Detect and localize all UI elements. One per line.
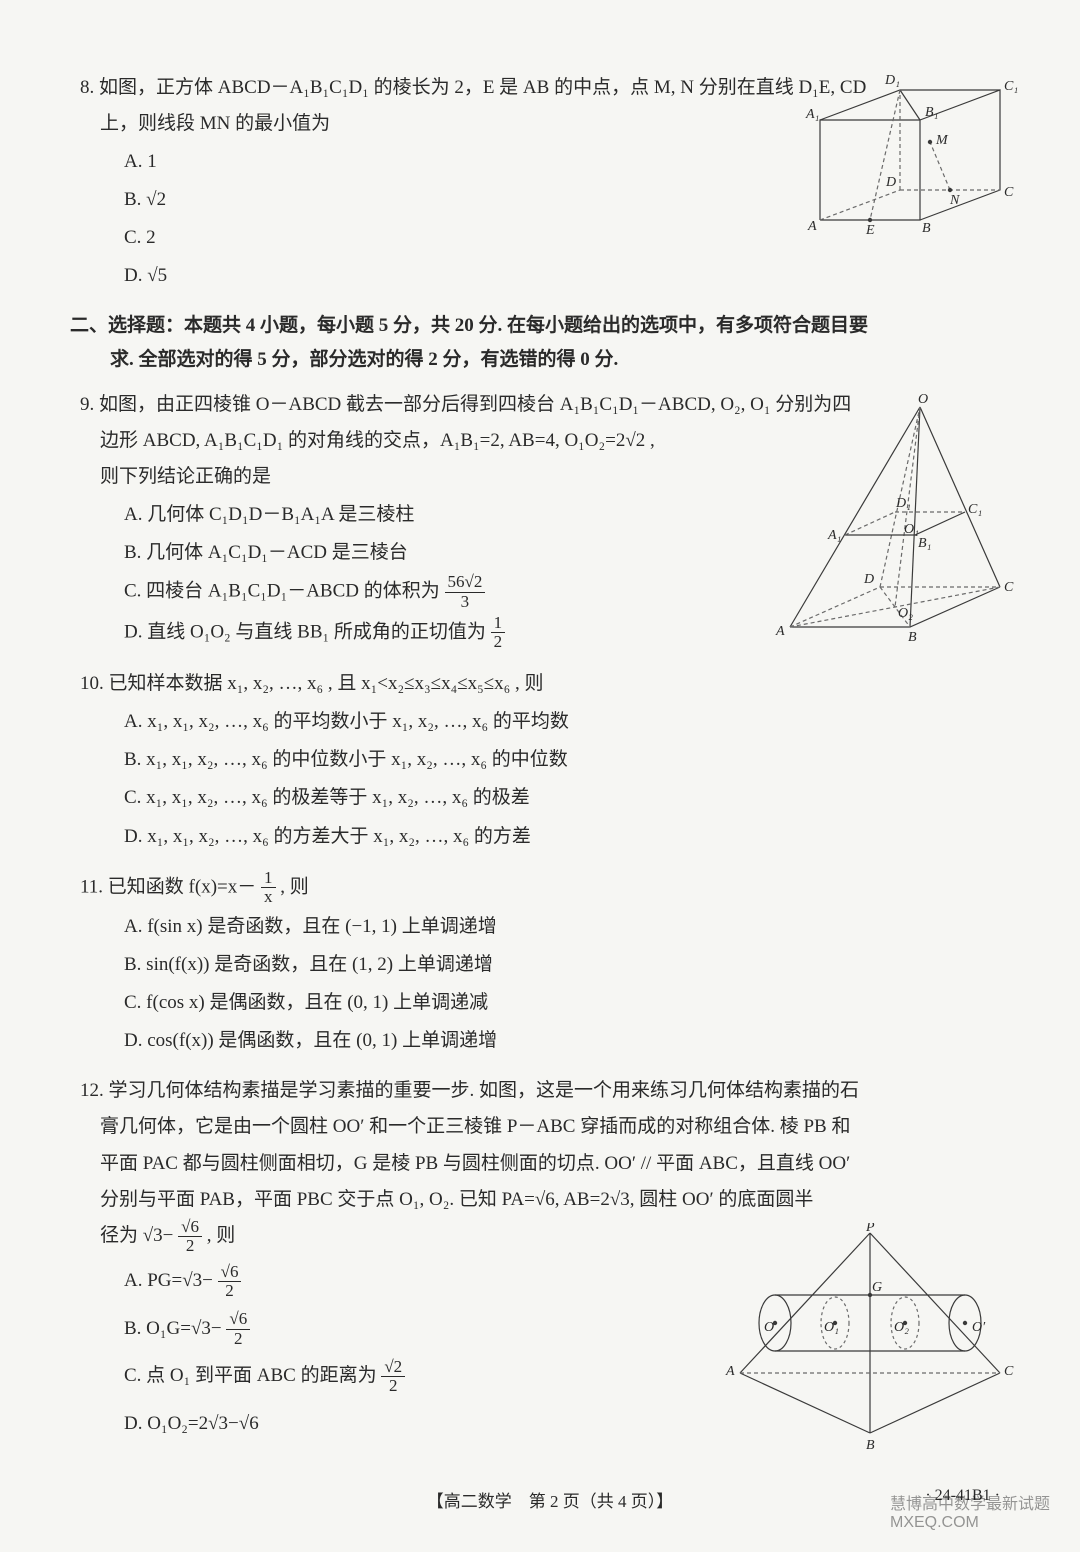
q12-B-num: √6: [226, 1310, 250, 1330]
lbl-B: B: [908, 630, 917, 645]
lbl-O: O: [918, 392, 928, 407]
lbl-O2a: O₂: [894, 1320, 909, 1335]
q12-stem-a: 学习几何体结构素描是学习素描的重要一步. 如图，这是一个用来练习几何体结构素描的…: [109, 1080, 860, 1101]
q12-stem-d: 分别与平面 PAB，平面 PBC 交于点 O₁, O₂. 已知 PA=√6, A…: [80, 1189, 813, 1210]
q11-opt-D: D. cos(f(x)) 是偶函数，且在 (0, 1) 上单调递增: [124, 1023, 1020, 1059]
lbl-Op: O′: [972, 1320, 986, 1335]
question-10: 10. 已知样本数据 x₁, x₂, …, x₆ , 且 x₁<x₂≤x₃≤x₄…: [80, 666, 1020, 854]
q12-stem-e-pre: 径为 √3−: [100, 1225, 173, 1246]
q8-stem-b: 上，则线段 MN 的最小值为: [80, 113, 330, 134]
q9-figure: O A B C D A₁ B₁ C₁ D₁ O₁ O₂: [770, 387, 1020, 647]
q11-opt-A: A. f(sin x) 是奇函数，且在 (−1, 1) 上单调递增: [124, 909, 1020, 945]
q11-number: 11.: [80, 876, 103, 897]
q12-stem-b: 膏几何体，它是由一个圆柱 OO′ 和一个正三棱锥 P－ABC 穿插而成的对称组合…: [80, 1116, 850, 1137]
lbl-M: M: [935, 133, 949, 148]
q12-A-num: √6: [218, 1263, 242, 1283]
lbl-A: A: [807, 219, 817, 234]
lbl-B1: B₁: [925, 105, 938, 120]
q9-stem-c: 则下列结论正确的是: [80, 466, 271, 487]
lbl-O2: O₂: [898, 606, 913, 621]
lbl-D1: D₁: [895, 496, 911, 511]
q8-number: 8.: [80, 77, 94, 98]
lbl-N: N: [949, 193, 960, 208]
q9-D-num: 1: [491, 614, 506, 634]
q12-e-den: 2: [178, 1237, 202, 1256]
lbl-C: C: [1004, 185, 1014, 200]
page-footer: 【高二数学 第 2 页（共 4 页）】 · 24-41B1 ·: [80, 1487, 1020, 1512]
q10-stem: 已知样本数据 x₁, x₂, …, x₆ , 且 x₁<x₂≤x₃≤x₄≤x₅≤…: [109, 673, 544, 694]
q9-C-pre: C. 四棱台 A₁B₁C₁D₁－ABCD 的体积为: [124, 581, 440, 602]
q12-B-pre: B. O₁G=√3−: [124, 1318, 222, 1339]
q10-opt-B: B. x₁, x₁, x₂, …, x₆ 的中位数小于 x₁, x₂, …, x…: [124, 742, 1020, 778]
q12-C-pre: C. 点 O₁ 到平面 ABC 的距离为: [124, 1365, 377, 1386]
section-2-head: 二、选择题：本题共 4 小题，每小题 5 分，共 20 分. 在每小题给出的选项…: [70, 309, 1020, 377]
q11-opt-B: B. sin(f(x)) 是奇函数，且在 (1, 2) 上单调递增: [124, 947, 1020, 983]
lbl-D: D: [863, 572, 874, 587]
lbl-C: C: [1004, 580, 1014, 595]
question-12: P A B C G O O₁ O₂ O′ 12. 学习几何体结构素描是学习素描的…: [80, 1073, 1020, 1446]
watermark-l2: MXEQ.COM: [890, 1514, 979, 1531]
lbl-Bt: B: [866, 1438, 875, 1453]
q12-A-pre: A. PG=√3−: [124, 1270, 213, 1291]
watermark: 慧博高中数学最新试题 MXEQ.COM: [890, 1490, 1050, 1532]
q10-opt-A: A. x₁, x₁, x₂, …, x₆ 的平均数小于 x₁, x₂, …, x…: [124, 704, 1020, 740]
q12-number: 12.: [80, 1080, 104, 1101]
q12-stem-c: 平面 PAC 都与圆柱侧面相切，G 是棱 PB 与圆柱侧面的切点. OO′ //…: [80, 1153, 850, 1174]
q10-opt-D: D. x₁, x₁, x₂, …, x₆ 的方差大于 x₁, x₂, …, x₆…: [124, 819, 1020, 855]
lbl-P: P: [865, 1223, 875, 1235]
q8-figure: A B C D A₁ B₁ C₁ D₁ E M N: [800, 60, 1020, 235]
lbl-B: B: [922, 221, 931, 235]
q9-C-den: 3: [445, 593, 486, 612]
q11-stem-num: 1: [261, 869, 276, 889]
q9-stem-a: 如图，由正四棱锥 O－ABCD 截去一部分后得到四棱台 A₁B₁C₁D₁－ABC…: [99, 394, 851, 415]
lbl-D: D: [885, 175, 896, 190]
lbl-Oa: O: [764, 1320, 774, 1335]
q9-stem-b: 边形 ABCD, A₁B₁C₁D₁ 的对角线的交点，A₁B₁=2, AB=4, …: [80, 430, 655, 451]
q9-D-den: 2: [491, 633, 506, 652]
question-8: A B C D A₁ B₁ C₁ D₁ E M N 8. 如图，正方体 ABCD…: [80, 70, 1020, 295]
section-2-line2: 求. 全部选对的得 5 分，部分选对的得 2 分，有选错的得 0 分.: [70, 349, 618, 370]
q12-e-num: √6: [178, 1218, 202, 1238]
q11-stem-post: , 则: [280, 876, 309, 897]
lbl-A: A: [725, 1364, 735, 1379]
lbl-Ct: C: [1004, 1364, 1014, 1379]
section-2-line1: 二、选择题：本题共 4 小题，每小题 5 分，共 20 分. 在每小题给出的选项…: [70, 315, 868, 336]
lbl-O1: O₁: [904, 522, 919, 537]
q12-C-num: √2: [381, 1358, 405, 1378]
q11-stem-den: x: [261, 888, 276, 907]
question-9: O A B C D A₁ B₁ C₁ D₁ O₁ O₂ 9. 如图，由正四棱锥 …: [80, 387, 1020, 652]
q9-D-pre: D. 直线 O₁O₂ 与直线 BB₁ 所成角的正切值为: [124, 621, 486, 642]
q11-opt-C: C. f(cos x) 是偶函数，且在 (0, 1) 上单调递减: [124, 985, 1020, 1021]
q9-C-num: 56√2: [445, 573, 486, 593]
lbl-G: G: [872, 1280, 882, 1295]
q8-stem-a: 如图，正方体 ABCD－A₁B₁C₁D₁ 的棱长为 2，E 是 AB 的中点，点…: [99, 77, 866, 98]
lbl-E: E: [865, 223, 875, 235]
watermark-l1: 慧博高中数学最新试题: [890, 1496, 1050, 1513]
lbl-A: A: [775, 624, 785, 639]
lbl-C1: C₁: [968, 502, 982, 517]
q11-stem-pre: 已知函数 f(x)=x－: [108, 876, 256, 897]
lbl-B1: B₁: [918, 536, 931, 551]
q12-stem-e-post: , 则: [207, 1225, 236, 1246]
q12-figure: P A B C G O O₁ O₂ O′: [720, 1223, 1020, 1453]
lbl-A1: A₁: [827, 528, 841, 543]
footer-text: 【高二数学 第 2 页（共 4 页）】: [427, 1492, 674, 1511]
q12-B-den: 2: [226, 1330, 250, 1349]
q8-opt-D: D. √5: [124, 258, 1020, 294]
lbl-C1: C₁: [1004, 79, 1018, 94]
lbl-A1: A₁: [805, 107, 819, 122]
q12-A-den: 2: [218, 1282, 242, 1301]
lbl-O1a: O₁: [824, 1320, 839, 1335]
q9-number: 9.: [80, 394, 94, 415]
lbl-D1: D₁: [884, 73, 900, 88]
q10-number: 10.: [80, 673, 104, 694]
q12-C-den: 2: [381, 1377, 405, 1396]
question-11: 11. 已知函数 f(x)=x－ 1x , 则 A. f(sin x) 是奇函数…: [80, 869, 1020, 1060]
q10-opt-C: C. x₁, x₁, x₂, …, x₆ 的极差等于 x₁, x₂, …, x₆…: [124, 780, 1020, 816]
